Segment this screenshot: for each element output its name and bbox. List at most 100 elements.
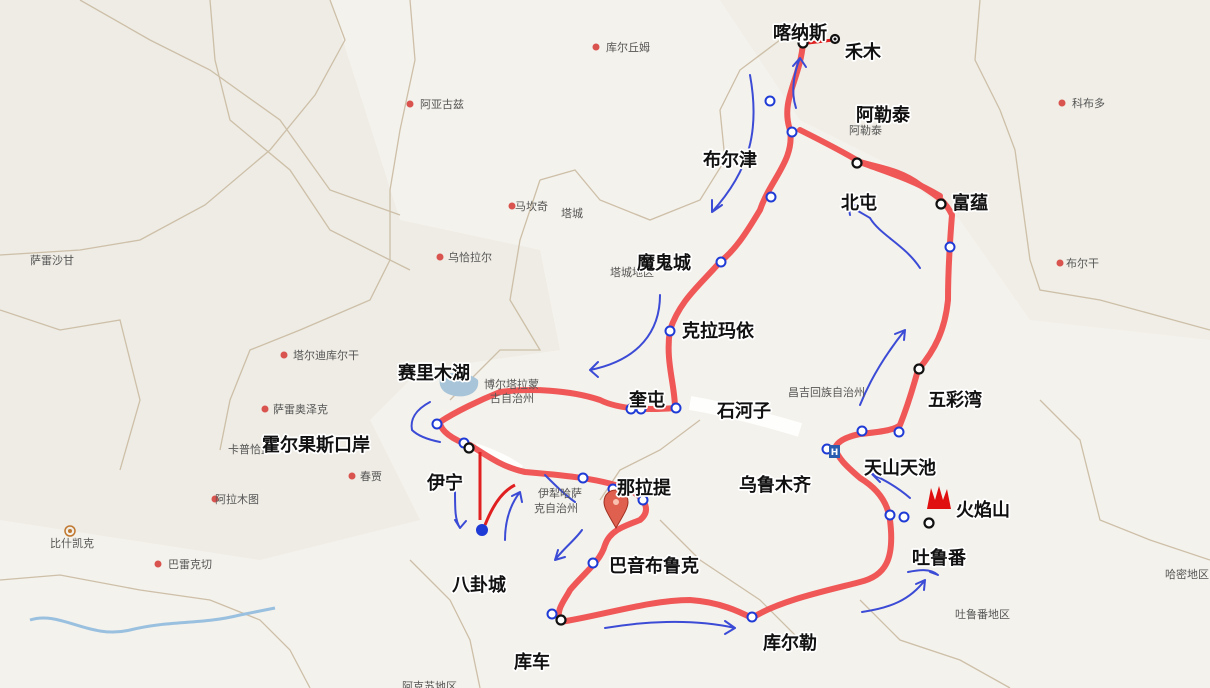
place-label: 科布多 [1072, 96, 1105, 110]
direction-arrow [907, 569, 939, 576]
waypoint[interactable] [715, 256, 727, 268]
route-stop-label: 禾木 [845, 41, 882, 63]
border-line [0, 0, 346, 256]
waypoint[interactable] [587, 557, 599, 569]
direction-arrow [554, 529, 583, 561]
waypoint[interactable] [476, 524, 488, 536]
waypoint[interactable] [786, 126, 798, 138]
place-label: 布尔干 [1066, 257, 1099, 270]
direction-arrow [544, 474, 576, 503]
direction-arrow [589, 294, 661, 378]
city-node[interactable] [555, 614, 567, 626]
waypoint[interactable] [764, 95, 776, 107]
road-band [688, 396, 803, 437]
city-dot-icon [280, 351, 288, 359]
place-label: 昌吉回族自治州 [788, 385, 865, 399]
route-stop-label: 北屯 [841, 192, 877, 214]
border-line [659, 519, 801, 641]
place-label: 阿勒泰 [849, 123, 882, 137]
place-label: 阿亚古兹 [420, 98, 464, 111]
route-stop-label: 乌鲁木齐 [739, 474, 812, 496]
place-label: 塔城地区 [610, 266, 654, 279]
place-label: 阿拉木图 [215, 492, 259, 506]
city-node[interactable] [913, 363, 925, 375]
waypoint[interactable] [944, 241, 956, 253]
route-stop-label: 吐鲁番 [912, 547, 967, 569]
border-line [1039, 399, 1210, 561]
waypoint[interactable] [898, 511, 910, 523]
direction-arrow [847, 203, 921, 269]
city-node[interactable] [797, 37, 809, 49]
border-line [974, 0, 1210, 331]
direction-arrow [504, 491, 523, 541]
place-label: 萨雷奥泽克 [273, 402, 328, 416]
route-stop-label: 库车 [514, 651, 550, 673]
route-stop-label: 克拉玛依 [682, 320, 755, 342]
terrain-region-west [0, 0, 560, 560]
river [29, 606, 276, 634]
route-stop-label: 魔鬼城 [637, 252, 691, 274]
direction-arrow [861, 579, 926, 613]
capital-icon [64, 525, 76, 537]
place-label: 吐鲁番地区 [955, 607, 1010, 621]
place-label: 卡普恰盖 [228, 442, 272, 456]
hotel-icon[interactable] [829, 445, 840, 458]
place-label: 巴雷克切 [168, 558, 212, 571]
city-node[interactable] [851, 157, 863, 169]
border-line [0, 309, 141, 471]
waypoint[interactable] [670, 402, 682, 414]
map-pin-icon[interactable] [603, 489, 629, 530]
place-label: 塔尔迪库尔干 [293, 349, 359, 362]
city-nodes [463, 37, 947, 626]
city-node[interactable] [935, 198, 947, 210]
place-label: 春贾 [360, 470, 382, 483]
route-path-hemu [807, 38, 834, 45]
border-line [79, 0, 401, 216]
city-dot-icon [436, 253, 444, 261]
waypoint[interactable] [637, 494, 649, 506]
place-label: 博尔塔拉蒙 [484, 377, 539, 391]
waypoint[interactable] [546, 608, 558, 620]
route-stop-label: 石河子 [716, 401, 771, 422]
border-line [219, 0, 416, 451]
waypoint[interactable] [635, 403, 647, 415]
place-label: 萨雷沙甘 [30, 254, 74, 267]
waypoint[interactable] [431, 418, 443, 430]
direction-arrow [871, 473, 911, 499]
route-stop-label: 天山天池 [864, 457, 936, 479]
terrain-region-north [720, 0, 1210, 340]
sayram-lake [439, 372, 479, 397]
route-stop-label: 赛里木湖 [397, 362, 470, 384]
city-node[interactable] [463, 442, 475, 454]
waypoint[interactable] [765, 191, 777, 203]
route-stop-label: 富蕴 [952, 192, 988, 214]
border-line [859, 599, 1011, 688]
city-dot-icon [406, 100, 414, 108]
waypoint[interactable] [884, 509, 896, 521]
route-stop-label: 八卦城 [452, 574, 506, 596]
route-stop-label: 五彩湾 [928, 389, 982, 411]
waypoint[interactable] [664, 325, 676, 337]
waypoint[interactable] [856, 425, 868, 437]
hemu-node-center [833, 37, 837, 41]
waypoint[interactable] [577, 472, 589, 484]
place-label: 乌恰拉尔 [448, 250, 492, 264]
route-stop-label: 巴音布鲁克 [609, 555, 699, 577]
route-stop-label: 阿勒泰 [856, 104, 911, 126]
place-label: 克自治州 [534, 501, 578, 515]
city-node[interactable] [923, 517, 935, 529]
waypoint[interactable] [893, 426, 905, 438]
waypoint[interactable] [746, 611, 758, 623]
direction-arrow [410, 401, 441, 443]
city-dot-icon [154, 560, 162, 568]
border-line [209, 0, 411, 271]
place-label: 马坎奇 [515, 200, 548, 213]
place-label: 塔城 [561, 207, 583, 220]
background-city-dots [64, 43, 1066, 568]
place-label: 伊犁哈萨 [538, 486, 582, 500]
city-dot-icon [1056, 259, 1064, 267]
